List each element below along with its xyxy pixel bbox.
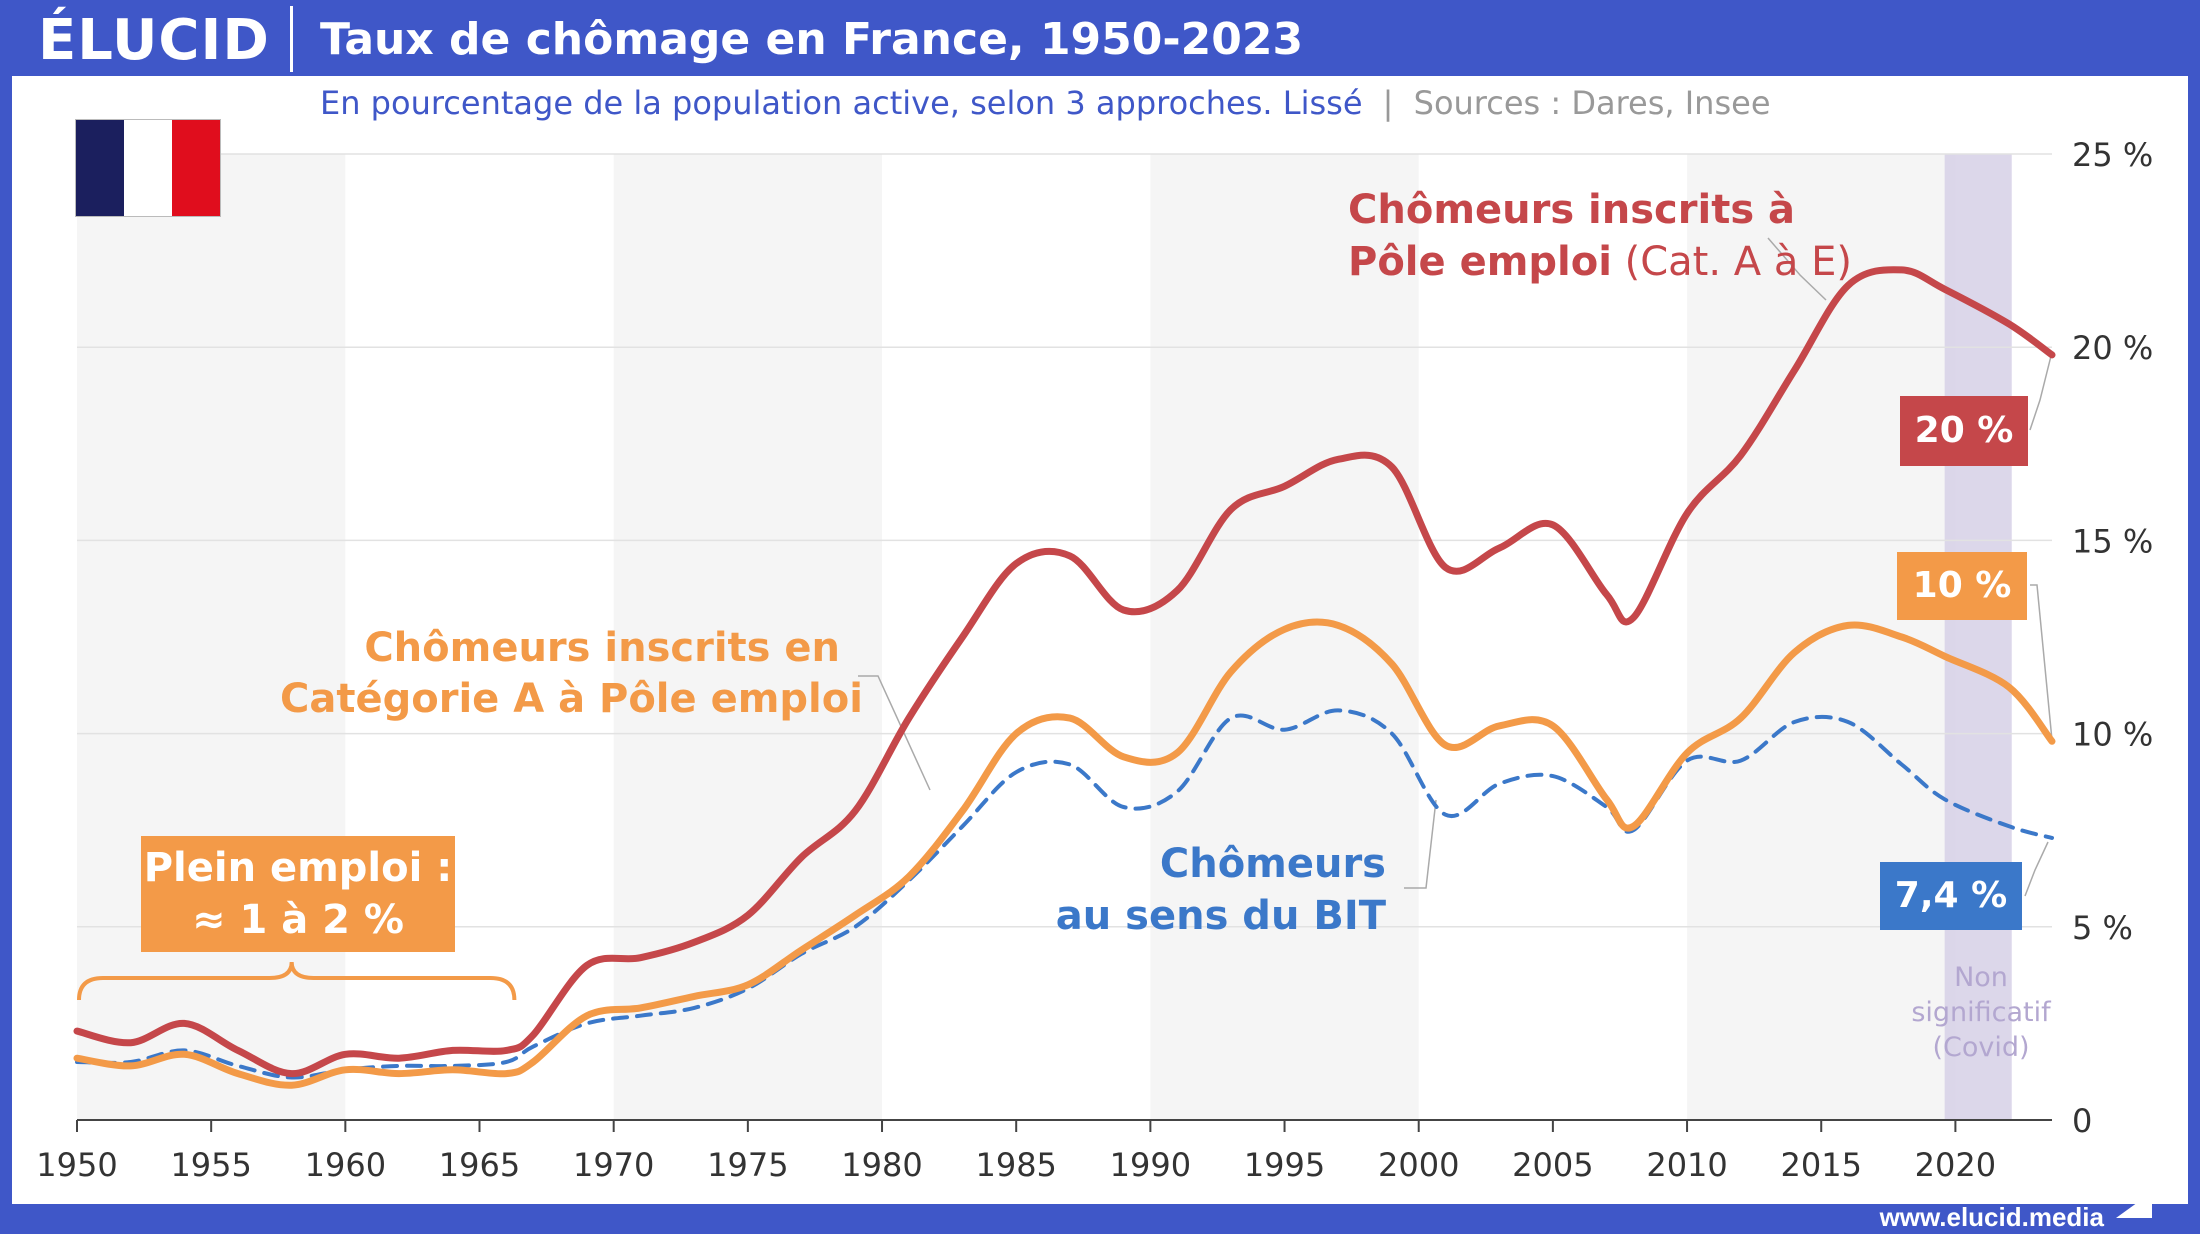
x-tick-label: 1985 xyxy=(975,1146,1056,1184)
subtitle-separator: | xyxy=(1382,84,1394,122)
annotation-ae-line2: Pôle emploi (Cat. A à E) xyxy=(1348,236,1852,288)
subtitle-sources: Sources : Dares, Insee xyxy=(1413,84,1771,122)
covid-line1: Non xyxy=(1954,962,2008,993)
annotation-cat-a: Chômeurs inscrits en Catégorie A à Pôle … xyxy=(280,623,863,725)
plein-emploi-line2: ≈ 1 à 2 % xyxy=(192,897,404,943)
end-value-badge-cat-a: 10 % xyxy=(1897,552,2027,620)
annotation-ae-line1: Chômeurs inscrits à xyxy=(1348,187,1796,233)
x-tick-label: 2010 xyxy=(1646,1146,1727,1184)
page-title: Taux de chômage en France, 1950-2023 xyxy=(320,14,1304,65)
header-bar: ÉLUCID Taux de chômage en France, 1950-2… xyxy=(0,0,2200,76)
french-flag-icon xyxy=(75,119,221,217)
chart-canvas: 0 5 % 10 % 15 % 20 % 25 % 1950 1955 1960 1965 1970… xyxy=(36,136,2153,1184)
y-tick-label: 5 % xyxy=(2072,909,2133,947)
x-tick-label: 1995 xyxy=(1244,1146,1325,1184)
leader-line xyxy=(2029,351,2053,431)
x-tick-label: 1975 xyxy=(707,1146,788,1184)
leader-line xyxy=(2024,841,2049,897)
x-tick-label: 1950 xyxy=(36,1146,117,1184)
annotation-ae-light: (Cat. A à E) xyxy=(1611,239,1852,285)
y-tick-label: 25 % xyxy=(2072,136,2153,174)
y-tick-label: 15 % xyxy=(2072,522,2153,560)
annotation-cata-line1: Chômeurs inscrits en xyxy=(364,625,840,671)
x-tick-label: 1990 xyxy=(1110,1146,1191,1184)
annotation-cata-line2: Catégorie A à Pôle emploi xyxy=(280,676,863,722)
x-tick-label: 1960 xyxy=(305,1146,386,1184)
x-tick-label: 2005 xyxy=(1512,1146,1593,1184)
end-value-badge-ae: 20 % xyxy=(1900,396,2028,466)
footer-url[interactable]: www.elucid.media xyxy=(1879,1202,2104,1232)
logo-separator xyxy=(290,6,293,72)
covid-line2: significatif xyxy=(1911,997,2051,1028)
decade-band xyxy=(77,154,346,1120)
brand-logo: ÉLUCID xyxy=(38,8,270,73)
y-tick-label: 10 % xyxy=(2072,716,2153,754)
plein-emploi-line1: Plein emploi : xyxy=(143,845,453,891)
series-line-cat-a xyxy=(73,618,2056,1089)
annotation-pole-emploi-ae: Chômeurs inscrits à Pôle emploi (Cat. A … xyxy=(1348,184,1852,288)
x-tick-label: 2000 xyxy=(1378,1146,1459,1184)
annotation-covid: Non significatif (Covid) xyxy=(1896,960,2066,1065)
subtitle-main: En pourcentage de la population active, … xyxy=(320,84,1363,122)
x-tick-label: 1965 xyxy=(439,1146,520,1184)
x-tick-label: 2015 xyxy=(1781,1146,1862,1184)
annotation-ae-bold: Pôle emploi xyxy=(1348,239,1612,285)
annotation-bit: Chômeurs au sens du BIT xyxy=(1020,838,1386,942)
leader-line xyxy=(1767,237,1827,301)
x-tick-label: 1955 xyxy=(170,1146,251,1184)
annotation-plein-emploi: Plein emploi : ≈ 1 à 2 % xyxy=(141,836,455,952)
end-value-badge-bit: 7,4 % xyxy=(1880,862,2022,930)
decade-band xyxy=(1150,154,1419,1120)
x-tick-label: 2020 xyxy=(1915,1146,1996,1184)
decade-band xyxy=(613,154,883,1120)
annotation-bit-line1: Chômeurs xyxy=(1159,841,1386,887)
series-line-bit xyxy=(75,708,2054,1080)
annotation-bit-line2: au sens du BIT xyxy=(1055,893,1386,939)
x-tick-label: 1980 xyxy=(841,1146,922,1184)
footer-logo-mark xyxy=(2116,1192,2152,1218)
chart-panel: 0 5 % 10 % 15 % 20 % 25 % 1950 1955 1960 1965 1970… xyxy=(12,76,2188,1204)
x-tick-label: 1970 xyxy=(573,1146,654,1184)
leader-line xyxy=(2030,584,2053,741)
covid-line3: (Covid) xyxy=(1932,1032,2030,1063)
series-line-pole-emploi-ae xyxy=(73,266,2056,1078)
chart-subtitle: En pourcentage de la population active, … xyxy=(320,84,1771,122)
plein-emploi-brace xyxy=(77,961,517,1001)
y-tick-label: 0 xyxy=(2072,1102,2092,1140)
leader-line xyxy=(858,675,931,791)
y-tick-label: 20 % xyxy=(2072,329,2153,367)
leader-line xyxy=(1404,799,1437,889)
